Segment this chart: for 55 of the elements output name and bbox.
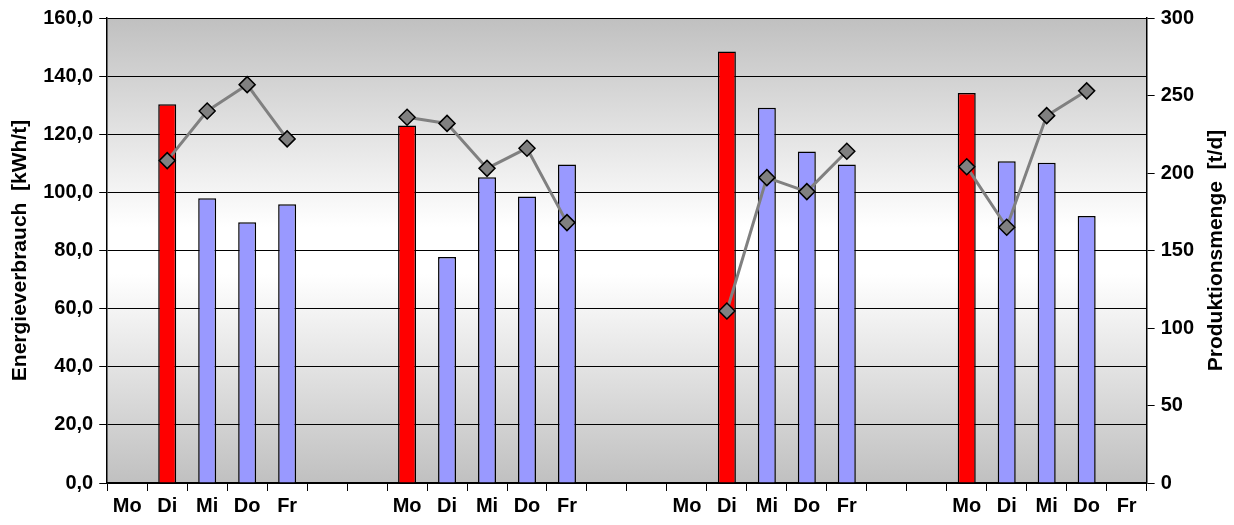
x-tick-label: Do — [233, 493, 261, 516]
x-tick-label: Mi — [1035, 493, 1058, 516]
x-tick-label: Fr — [556, 493, 578, 516]
y2-tick-label: 200 — [1160, 160, 1195, 183]
y-tick-label: 80,0 — [54, 238, 94, 261]
x-tick-label: Do — [1073, 493, 1100, 516]
point — [558, 213, 576, 232]
point — [238, 75, 256, 94]
x-tick-label: Di — [996, 493, 1017, 516]
x-tick-label: Fr — [277, 493, 298, 516]
y2-tick-label: 100 — [1160, 315, 1195, 338]
x-tick-label: Mi — [475, 493, 499, 516]
y2-tick-label: 50 — [1160, 393, 1183, 416]
point — [278, 130, 296, 148]
y-tick-label: 0,0 — [65, 470, 94, 493]
point — [1037, 106, 1056, 125]
y2-tick-label: 0 — [1160, 470, 1172, 493]
x-tick-label: Mo — [672, 493, 702, 516]
y-tick-label: 20,0 — [54, 412, 94, 435]
point — [478, 159, 496, 178]
x-tick-label: Di — [437, 493, 458, 516]
y-tick-label: 40,0 — [54, 354, 94, 377]
y-tick-label: 100,0 — [43, 179, 94, 202]
point — [997, 218, 1016, 236]
y-tick-label: 140,0 — [43, 63, 94, 86]
point — [398, 108, 416, 126]
y-tick-label: 60,0 — [54, 296, 94, 319]
y-tick-label: 120,0 — [43, 121, 94, 144]
x-tick-label: Mo — [952, 493, 982, 516]
point — [438, 114, 456, 133]
x-tick-label: Do — [793, 493, 821, 516]
x-tick-label: Mi — [196, 493, 219, 516]
point — [798, 182, 816, 201]
y2-tick-label: 150 — [1160, 238, 1195, 261]
x-tick-label: Do — [513, 493, 541, 516]
point — [957, 158, 976, 176]
y-axis-title: Energieverbrauch [kWh/t] — [7, 119, 31, 382]
point — [758, 168, 776, 187]
x-tick-label: Fr — [836, 493, 858, 516]
x-tick-label: Fr — [1116, 493, 1137, 516]
y-tick-label: 160,0 — [43, 5, 94, 28]
y2-axis-title: Produktionsmenge [t/d] — [1203, 129, 1227, 372]
point — [838, 142, 856, 161]
point — [518, 139, 536, 157]
point — [1077, 82, 1096, 100]
x-tick-label: Mi — [755, 493, 778, 516]
y2-tick-label: 300 — [1160, 5, 1195, 28]
x-tick-label: Di — [157, 493, 178, 516]
x-tick-label: Di — [716, 493, 737, 516]
x-tick-label: Mo — [392, 493, 422, 516]
point — [718, 302, 736, 320]
y2-tick-label: 250 — [1160, 83, 1195, 106]
point — [158, 151, 176, 170]
x-tick-label: Mo — [112, 493, 142, 516]
point — [198, 102, 216, 120]
